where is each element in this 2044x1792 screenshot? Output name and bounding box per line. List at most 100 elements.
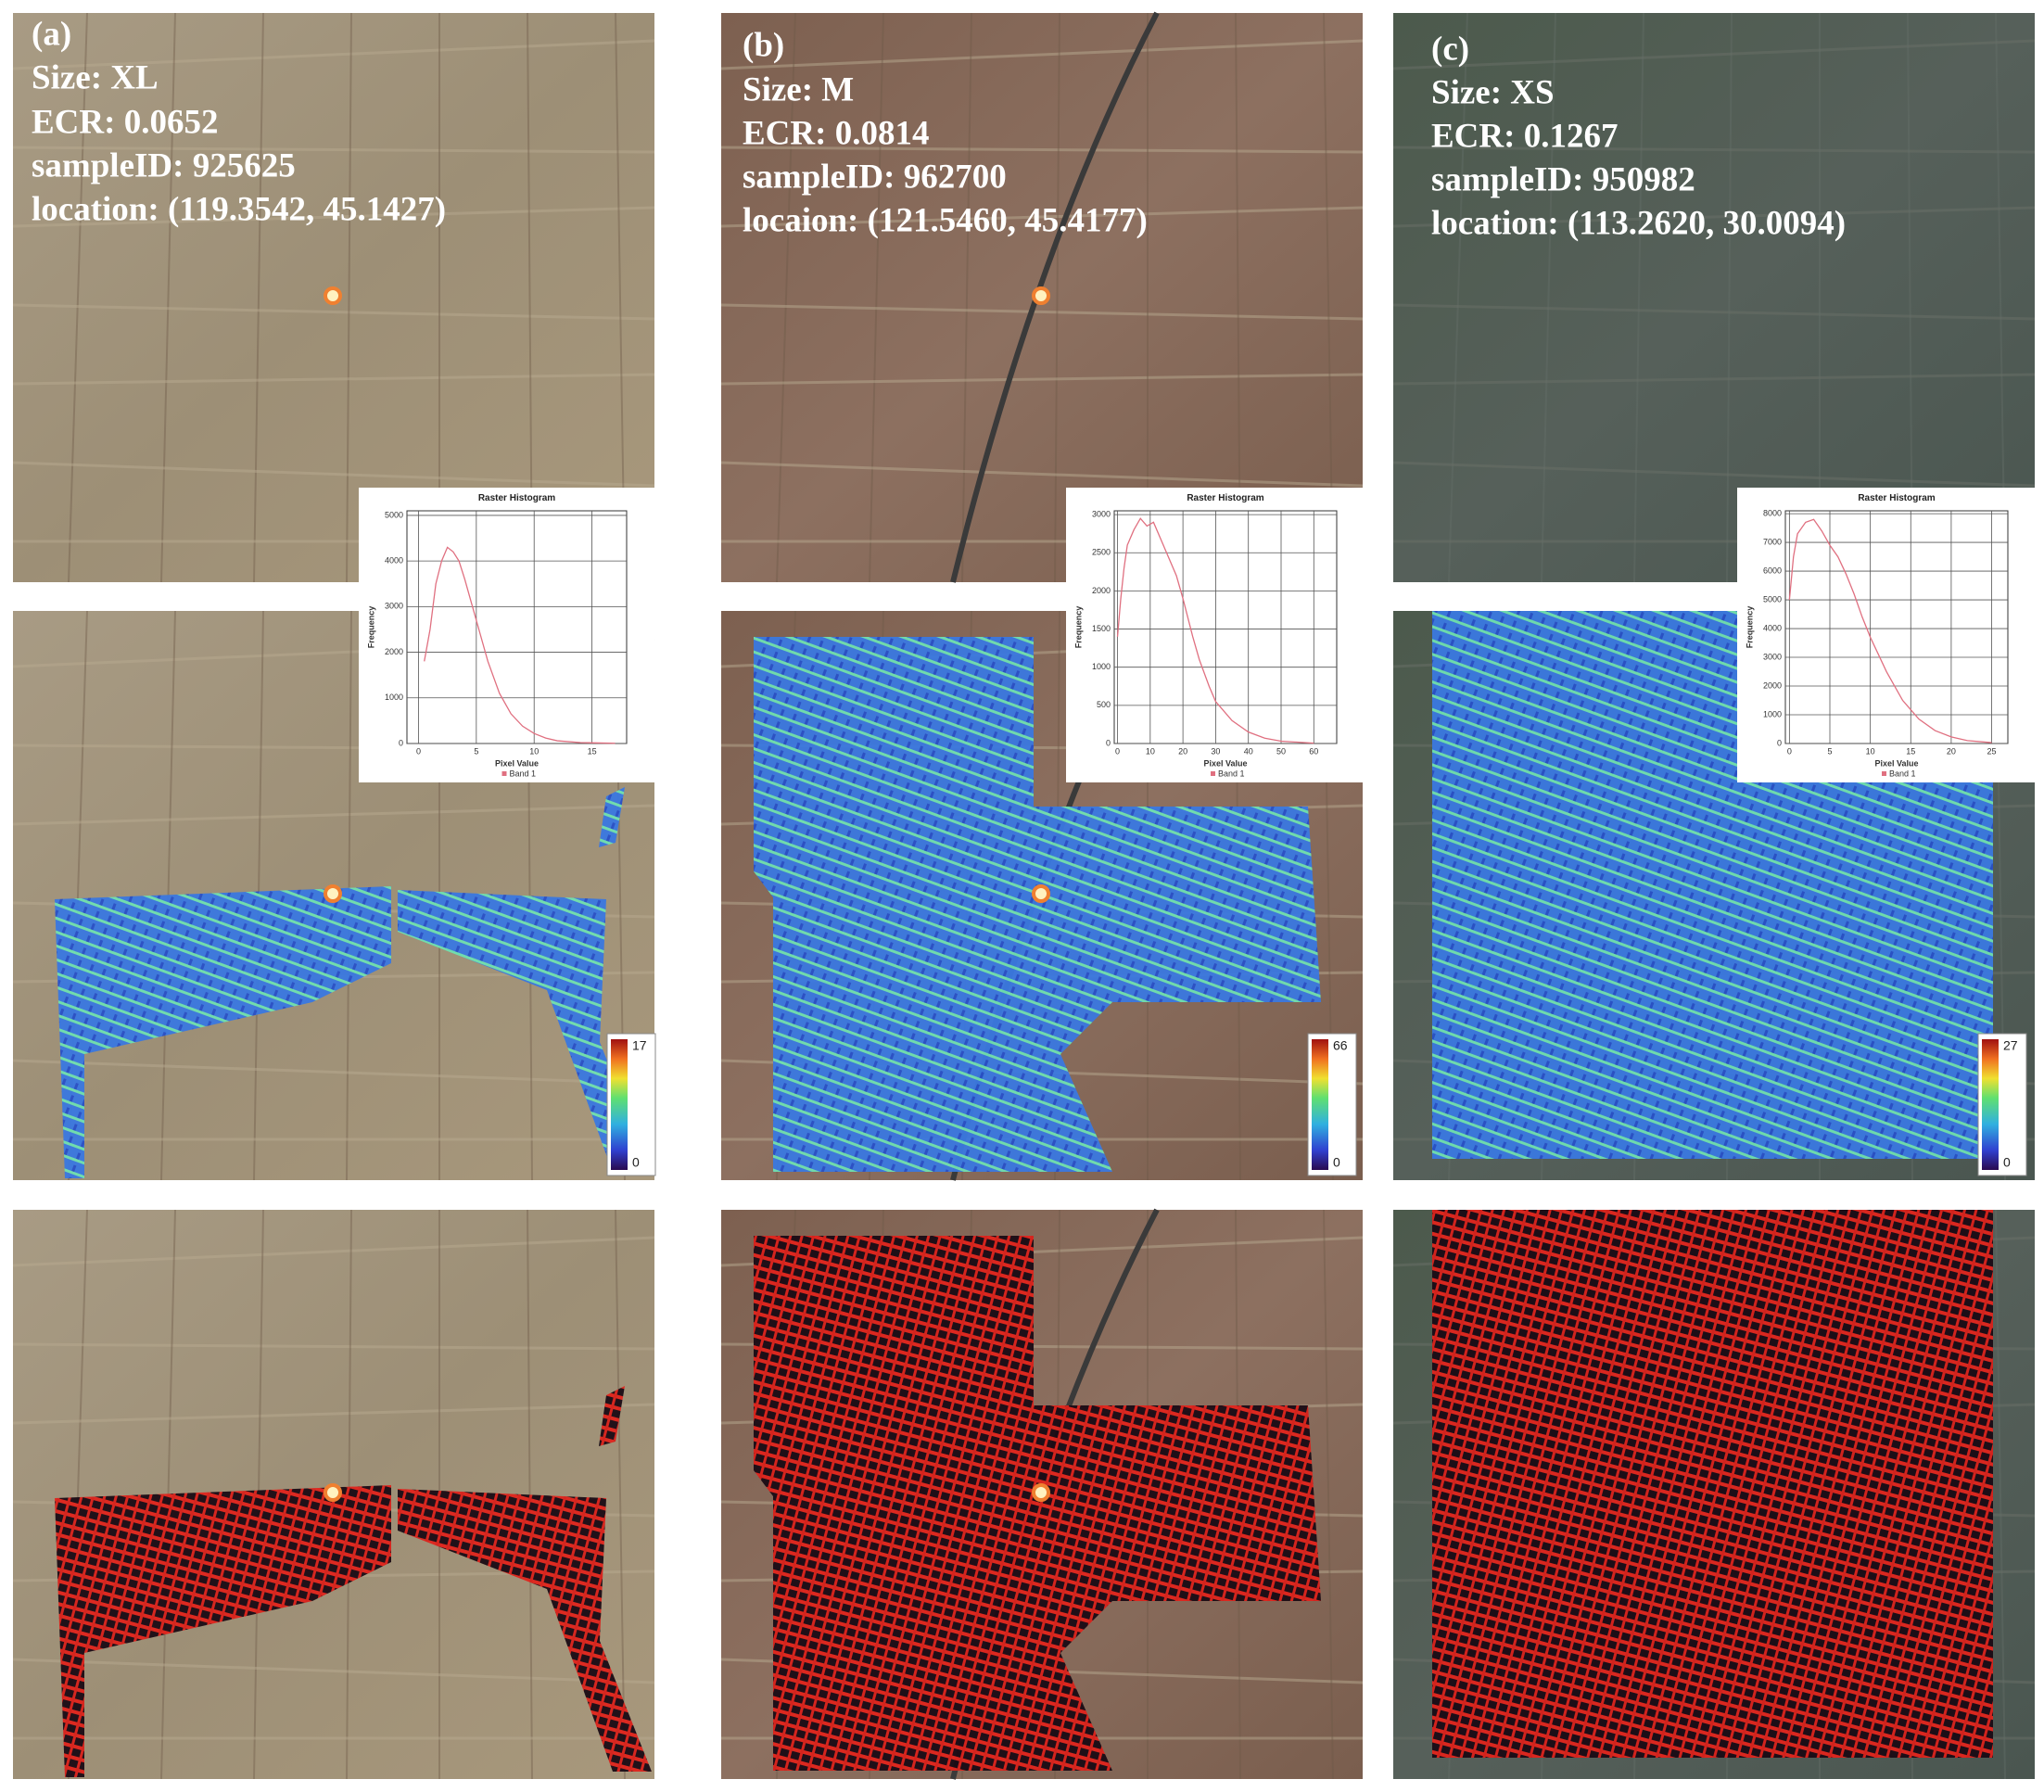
y-tick-label: 1500 [1092, 624, 1111, 633]
x-tick-label: 10 [1146, 746, 1155, 756]
field-boundary [1392, 39, 2036, 70]
y-tick-label: 5000 [385, 510, 403, 519]
field-boundary [615, 12, 626, 583]
panel-label: (a) [32, 15, 71, 53]
sample-marker [1032, 286, 1050, 305]
y-tick-label: 3000 [1763, 652, 1782, 661]
heatmap-overlay [599, 787, 625, 847]
field-boundary [869, 12, 884, 583]
x-tick-label: 15 [588, 746, 597, 756]
y-tick-label: 0 [399, 738, 403, 747]
legend-label: Band 1 [1218, 769, 1245, 778]
image-panel [12, 12, 655, 583]
segmentation-overlay [55, 1485, 391, 1777]
captions: (a) Size: XL ECR: 0.0652 sampleID: 92562… [32, 15, 1846, 242]
field-boundary [1448, 12, 1468, 583]
y-tick-label: 2000 [385, 647, 403, 656]
field-boundary [12, 461, 655, 488]
field-boundary [1726, 12, 1733, 583]
heatmap-overlay [55, 886, 391, 1178]
y-tick-label: 500 [1097, 700, 1111, 709]
image-panel [1392, 1209, 2036, 1780]
field-boundary [1995, 1209, 2006, 1780]
field-boundary [1235, 12, 1241, 583]
y-tick-label: 1000 [1763, 709, 1782, 718]
location: location: (119.3542, 45.1427) [32, 190, 446, 228]
heatmap-overlay [754, 637, 1321, 1172]
panel-label: (b) [743, 26, 784, 64]
colorbar-max: 17 [632, 1038, 647, 1053]
y-tick-label: 6000 [1763, 566, 1782, 575]
sample-id: sampleID: 950982 [1431, 160, 1695, 198]
segmentation-overlay [398, 1489, 652, 1772]
x-tick-label: 60 [1309, 746, 1318, 756]
field-boundary [720, 206, 1364, 228]
field-boundary [160, 12, 176, 583]
ecr: ECR: 0.1267 [1431, 117, 1618, 155]
x-tick-label: 0 [416, 746, 421, 756]
ecr: ECR: 0.0814 [743, 114, 929, 152]
field-boundary [12, 1059, 655, 1086]
x-tick-label: 50 [1276, 746, 1286, 756]
sample-marker [324, 286, 342, 305]
field-boundary [12, 146, 655, 154]
histogram-line [424, 546, 616, 744]
y-tick-label: 7000 [1763, 537, 1782, 546]
x-tick-label: 20 [1178, 746, 1187, 756]
sample-id: sampleID: 962700 [743, 158, 1007, 196]
field-boundary [12, 303, 655, 321]
field-boundary [720, 146, 1364, 154]
x-tick-label: 0 [1787, 746, 1792, 756]
x-tick-label: 40 [1244, 746, 1253, 756]
field-boundary [12, 1342, 655, 1351]
x-tick-label: 30 [1211, 746, 1220, 756]
y-tick-label: 4000 [1763, 623, 1782, 632]
colorbar-gradient [1982, 1039, 1999, 1170]
field-boundary [1323, 12, 1334, 583]
location: locaion: (121.5460, 45.4177) [743, 201, 1148, 239]
histogram: Raster Histogram050010001500200025003000… [1066, 488, 1365, 782]
colorbar: 66 0 [1307, 1033, 1357, 1176]
y-tick-label: 4000 [385, 556, 403, 566]
sample-marker [324, 884, 342, 903]
legend-label: Band 1 [1889, 769, 1916, 778]
field-boundary [1633, 12, 1644, 583]
field-boundary [720, 39, 1364, 70]
colorbar-min: 0 [2003, 1155, 2011, 1170]
histogram: Raster Histogram 0 1000 2000 3000 4000 5000 0 5 1… [359, 488, 654, 782]
image-panel [1392, 12, 2036, 583]
x-tick-label: 20 [1947, 746, 1956, 756]
size: Size: XS [1431, 73, 1555, 111]
y-tick-label: 0 [1106, 738, 1111, 747]
panel-label: (c) [1431, 30, 1469, 68]
field-boundary [12, 373, 655, 386]
field-boundary [1392, 461, 2036, 488]
segmentation-overlay [754, 1236, 1321, 1771]
y-tick-label: 2000 [1092, 586, 1111, 595]
x-tick-label: 25 [1987, 746, 1997, 756]
y-tick-label: 0 [1777, 738, 1782, 747]
histogram-background [1066, 488, 1365, 782]
field-boundary [1392, 303, 2036, 321]
field-boundary [1392, 373, 2036, 386]
y-axis-label: Frequency [366, 606, 375, 649]
colorbar-gradient [611, 1039, 628, 1170]
x-axis-label: Pixel Value [1874, 758, 1918, 768]
satellite-image [1393, 13, 2035, 582]
y-axis-label: Frequency [1073, 606, 1083, 649]
y-tick-label: 2000 [1763, 680, 1782, 690]
field-boundary [346, 12, 352, 583]
field-boundary [1995, 12, 2006, 583]
histogram-line [1116, 517, 1314, 744]
field-boundary [68, 12, 88, 583]
colorbar-max: 27 [2003, 1038, 2018, 1053]
y-tick-label: 2500 [1092, 548, 1111, 557]
sample-marker [324, 1483, 342, 1502]
field-boundary [12, 1658, 655, 1684]
histogram-title: Raster Histogram [478, 493, 555, 503]
segmentation-overlay [599, 1386, 625, 1446]
image-panel [12, 1209, 655, 1780]
y-axis-label: Frequency [1745, 606, 1754, 649]
field-boundary [720, 461, 1364, 488]
field-boundary [615, 1209, 626, 1780]
